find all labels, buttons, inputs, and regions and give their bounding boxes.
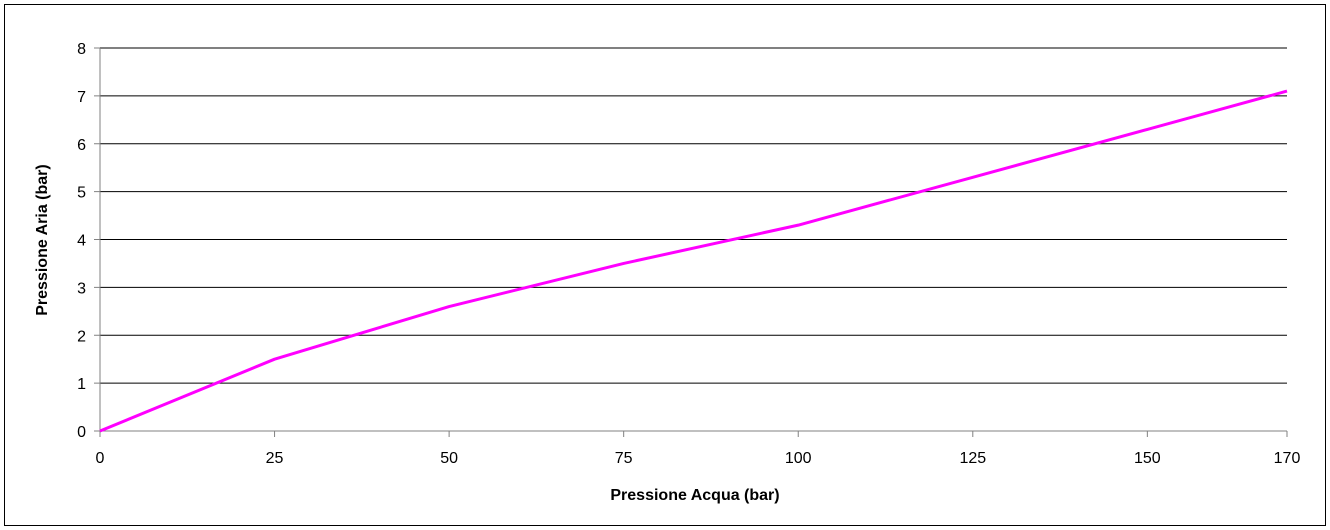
y-tick-label-1: 1: [77, 376, 86, 393]
y-tick-label-3: 3: [77, 280, 86, 297]
x-tick-label-0: 0: [96, 450, 105, 467]
y-tick-label-0: 0: [77, 424, 86, 441]
x-tick-label-170: 170: [1274, 450, 1301, 467]
y-tick-label-7: 7: [77, 89, 86, 106]
series-layer: [99, 89, 1288, 433]
y-tick-label-8: 8: [77, 41, 86, 58]
tick-labels: 0 1 2 3 4 5 6 7 8 0 25 50 75 100 125 150 170: [77, 41, 1300, 467]
x-tick-label-75: 75: [615, 450, 633, 467]
x-tick-label-100: 100: [785, 450, 812, 467]
gridlines: [100, 47, 1287, 384]
x-tick-label-50: 50: [440, 450, 458, 467]
series-line-0: [99, 89, 1288, 433]
x-tick-label-25: 25: [266, 450, 284, 467]
axes: [94, 47, 1288, 437]
x-tick-label-125: 125: [959, 450, 986, 467]
y-tick-label-4: 4: [77, 233, 86, 250]
x-tick-label-150: 150: [1134, 450, 1161, 467]
y-tick-label-5: 5: [77, 185, 86, 202]
chart-frame: [4, 4, 1326, 526]
y-axis-title: Pressione Aria (bar): [34, 164, 51, 315]
x-axis-title: Pressione Acqua (bar): [610, 487, 779, 504]
y-tick-label-2: 2: [77, 328, 86, 345]
y-tick-label-6: 6: [77, 137, 86, 154]
